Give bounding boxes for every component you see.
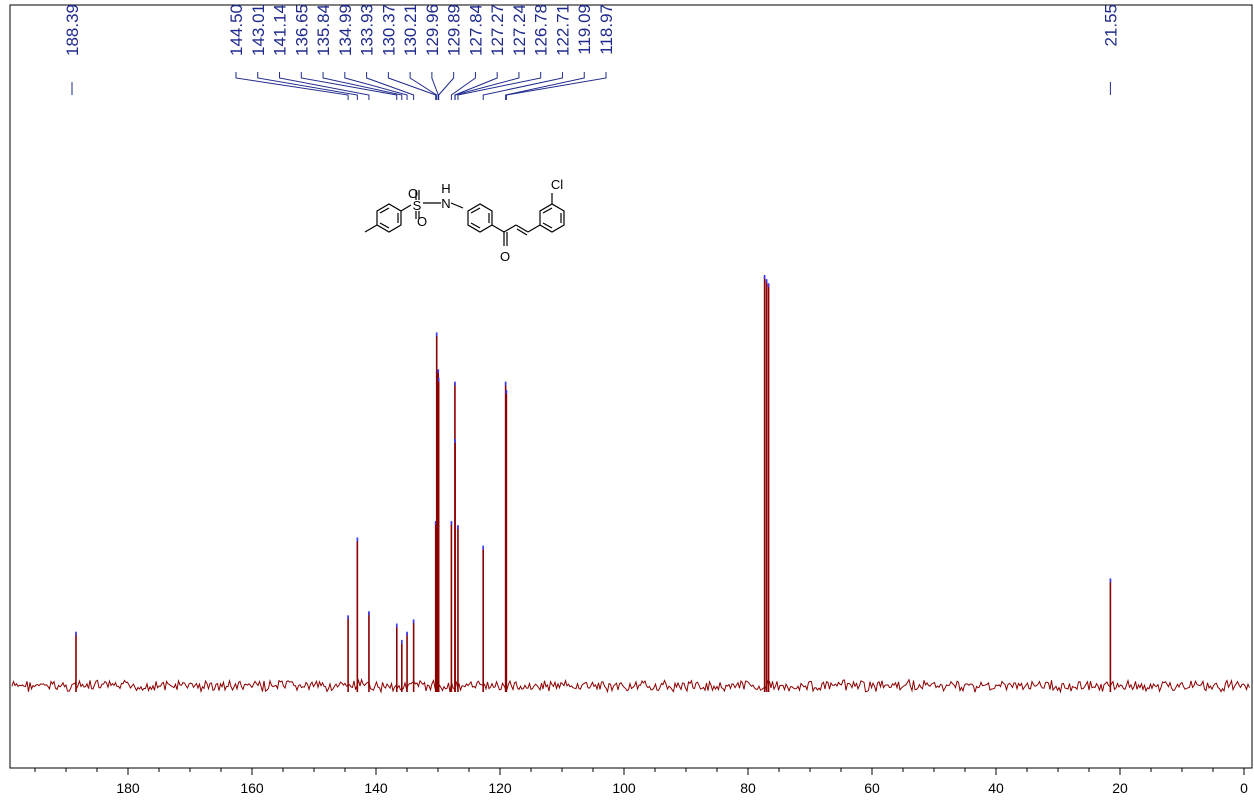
aryl-s-bond — [400, 204, 412, 212]
peak-leader — [235, 72, 349, 100]
molecule-structure — [364, 190, 565, 246]
molecule-atom-labels: O S O H N O Cl — [408, 177, 563, 264]
peak-leader — [366, 72, 415, 100]
peak-leader — [300, 72, 398, 100]
peak-label: 188.39 — [63, 4, 82, 56]
vinyl-double-bond — [515, 224, 529, 233]
peak-label: 127.84 — [466, 4, 485, 56]
peak-label: 118.97 — [597, 4, 616, 55]
peak-label: 135.84 — [314, 4, 333, 56]
peak-label: 130.21 — [401, 4, 420, 56]
peak-label: 143.01 — [249, 4, 268, 56]
x-tick-label: 160 — [240, 780, 264, 796]
chlorophenyl-ring — [539, 203, 565, 233]
x-tick-label: 140 — [364, 780, 388, 796]
ring-double-bond — [379, 207, 390, 214]
peak-label: 130.37 — [379, 4, 398, 56]
peak-label: 133.93 — [358, 4, 377, 56]
x-axis: 180 160 140 120 100 80 60 40 20 0 — [34, 768, 1248, 796]
vinyl-aryl-bond — [527, 224, 541, 233]
atom-label-n: N — [441, 196, 450, 211]
x-tick-label: 60 — [864, 780, 880, 796]
peak-label: 127.24 — [510, 4, 529, 56]
peak-leader — [344, 72, 408, 100]
peak-label: 129.96 — [423, 4, 442, 56]
peak-leader — [438, 72, 455, 100]
peak-label: 141.14 — [271, 4, 290, 56]
x-tick-label: 100 — [612, 780, 636, 796]
vinyl-bond — [503, 224, 517, 233]
x-tick-label: 120 — [488, 780, 512, 796]
peak-leader — [505, 72, 585, 100]
ring-double-bond — [470, 207, 481, 214]
x-tick-label: 80 — [740, 780, 756, 796]
peak-leader — [454, 72, 520, 100]
x-tick-label: 20 — [1112, 780, 1128, 796]
baseline-trace — [11, 677, 1250, 694]
peak-leader — [457, 72, 542, 100]
peak-label: 127.27 — [488, 4, 507, 56]
ring-double-bond — [542, 207, 553, 214]
peak-label: 21.55 — [1101, 4, 1120, 47]
peak-label: 126.78 — [532, 4, 551, 56]
baseline-noise — [11, 677, 1250, 694]
peak-leader — [450, 72, 476, 100]
peak-leader — [431, 72, 439, 100]
ring-double-bond — [470, 222, 481, 229]
methyl-bond — [364, 224, 378, 233]
peak-label: 144.50 — [227, 4, 246, 56]
peak-leader — [482, 72, 563, 100]
atom-label-s: S — [413, 198, 422, 213]
peak-label: 136.65 — [292, 4, 311, 56]
peak-leader — [257, 72, 358, 100]
n-aryl-bond — [450, 202, 464, 209]
peak-label: 129.89 — [445, 4, 464, 56]
peak-label: 122.71 — [553, 4, 572, 56]
peak-leader — [279, 72, 370, 100]
peak-leader — [322, 72, 403, 100]
peak-label-leaders — [71, 72, 1111, 100]
atom-label-o1: O — [408, 186, 418, 201]
peak-label-group: 188.39 21.55 144.50 143.01 141.14 136.65 135.8… — [63, 4, 1120, 56]
vinyl-double-bond — [516, 228, 528, 236]
ring-double-bond — [379, 222, 390, 229]
peak-label: 119.09 — [575, 4, 594, 55]
peak-label: 134.99 — [336, 4, 355, 56]
atom-label-o3: O — [500, 249, 510, 264]
x-tick-label: 40 — [988, 780, 1004, 796]
plot-frame — [9, 4, 1253, 769]
peak-leader — [409, 72, 438, 100]
atom-label-cl: Cl — [551, 177, 563, 192]
atom-label-h: H — [441, 181, 450, 196]
atom-label-o2: O — [417, 214, 427, 229]
peak-leader — [505, 72, 607, 100]
peak-leader — [387, 72, 437, 100]
ring-double-bond — [542, 222, 553, 229]
x-tick-label: 180 — [116, 780, 140, 796]
carbonyl-attach-bond — [491, 224, 505, 233]
x-tick-label: 0 — [1240, 780, 1248, 796]
peak-lines — [75, 275, 1112, 692]
